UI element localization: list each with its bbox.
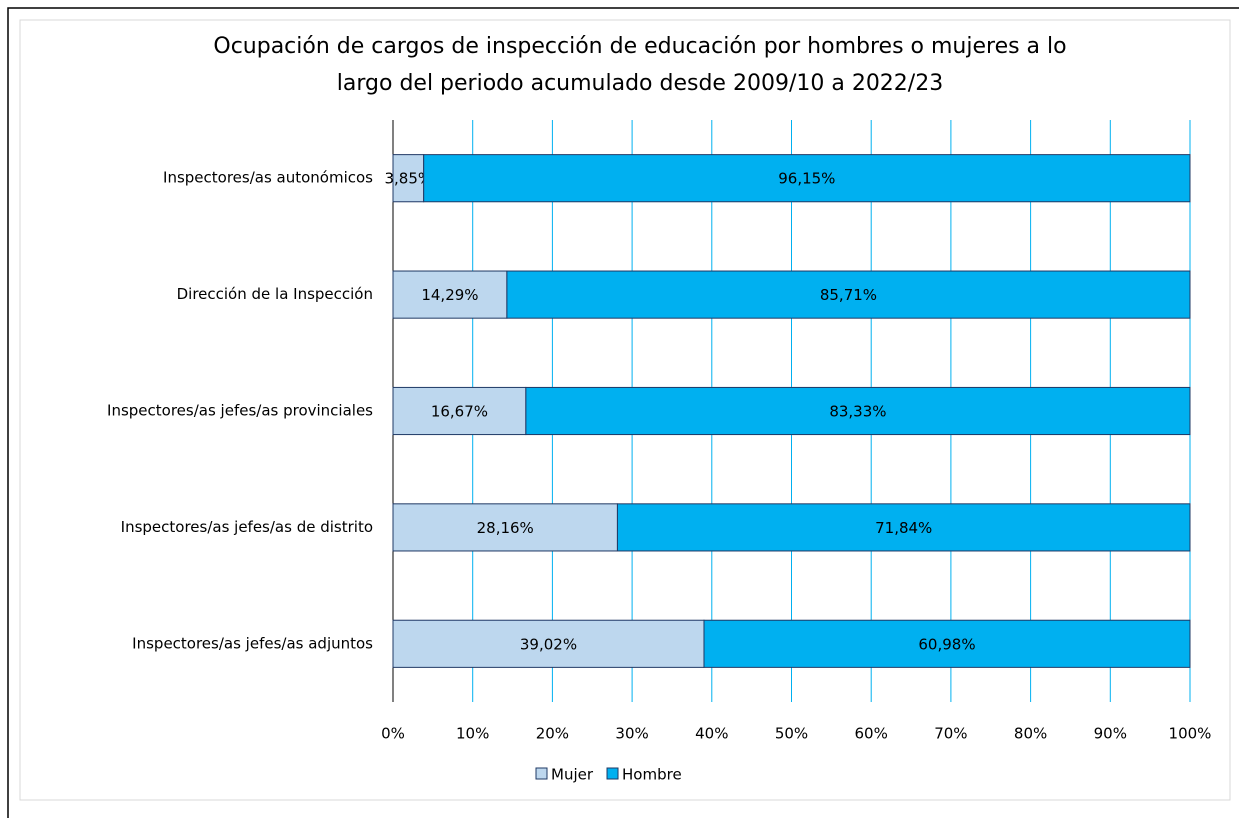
data-label: 71,84% (875, 519, 932, 537)
legend-label: Hombre (622, 766, 682, 784)
x-tick-label: 0% (381, 725, 405, 743)
legend-label: Mujer (551, 766, 594, 784)
x-tick-label: 70% (934, 725, 967, 743)
chart-title: largo del periodo acumulado desde 2009/1… (337, 71, 943, 96)
legend-swatch (535, 767, 548, 780)
x-tick-label: 90% (1094, 725, 1127, 743)
data-label: 14,29% (421, 286, 478, 304)
data-label: 83,33% (829, 403, 886, 421)
x-tick-label: 20% (536, 725, 569, 743)
bar-segment (525, 386, 1191, 436)
data-label: 60,98% (918, 635, 975, 653)
bar-segment (392, 270, 508, 319)
bar-segment (506, 270, 1191, 319)
y-tick-label: Inspectores/as autonómicos (163, 169, 373, 187)
x-tick-label: 40% (695, 725, 728, 743)
bar-segment (616, 503, 1191, 552)
x-tick-label: 50% (775, 725, 808, 743)
data-label: 28,16% (477, 519, 534, 537)
y-tick-label: Inspectores/as jefes/as provinciales (107, 402, 373, 420)
outer-frame (7, 7, 1239, 818)
y-tick-label: Dirección de la Inspección (177, 285, 373, 303)
x-tick-label: 100% (1169, 725, 1212, 743)
chart-title: Ocupación de cargos de inspección de edu… (213, 34, 1066, 59)
chart-frame (19, 19, 1231, 801)
legend-swatch (606, 767, 619, 780)
data-label: 96,15% (778, 170, 835, 188)
data-label: 16,67% (431, 403, 488, 421)
bar-segment (423, 154, 1191, 203)
bar-segment (392, 503, 618, 552)
y-tick-label: Inspectores/as jefes/as adjuntos (132, 634, 373, 652)
y-tick-label: Inspectores/as jefes/as de distrito (121, 518, 373, 536)
x-tick-label: 60% (855, 725, 888, 743)
bar-segment (703, 619, 1191, 668)
bar-segment (392, 619, 705, 668)
x-tick-label: 10% (456, 725, 489, 743)
x-tick-label: 80% (1014, 725, 1047, 743)
x-tick-label: 30% (615, 725, 648, 743)
data-label: 3,85% (385, 170, 433, 188)
data-label: 85,71% (820, 286, 877, 304)
data-label: 39,02% (520, 635, 577, 653)
bar-segment (392, 386, 527, 436)
